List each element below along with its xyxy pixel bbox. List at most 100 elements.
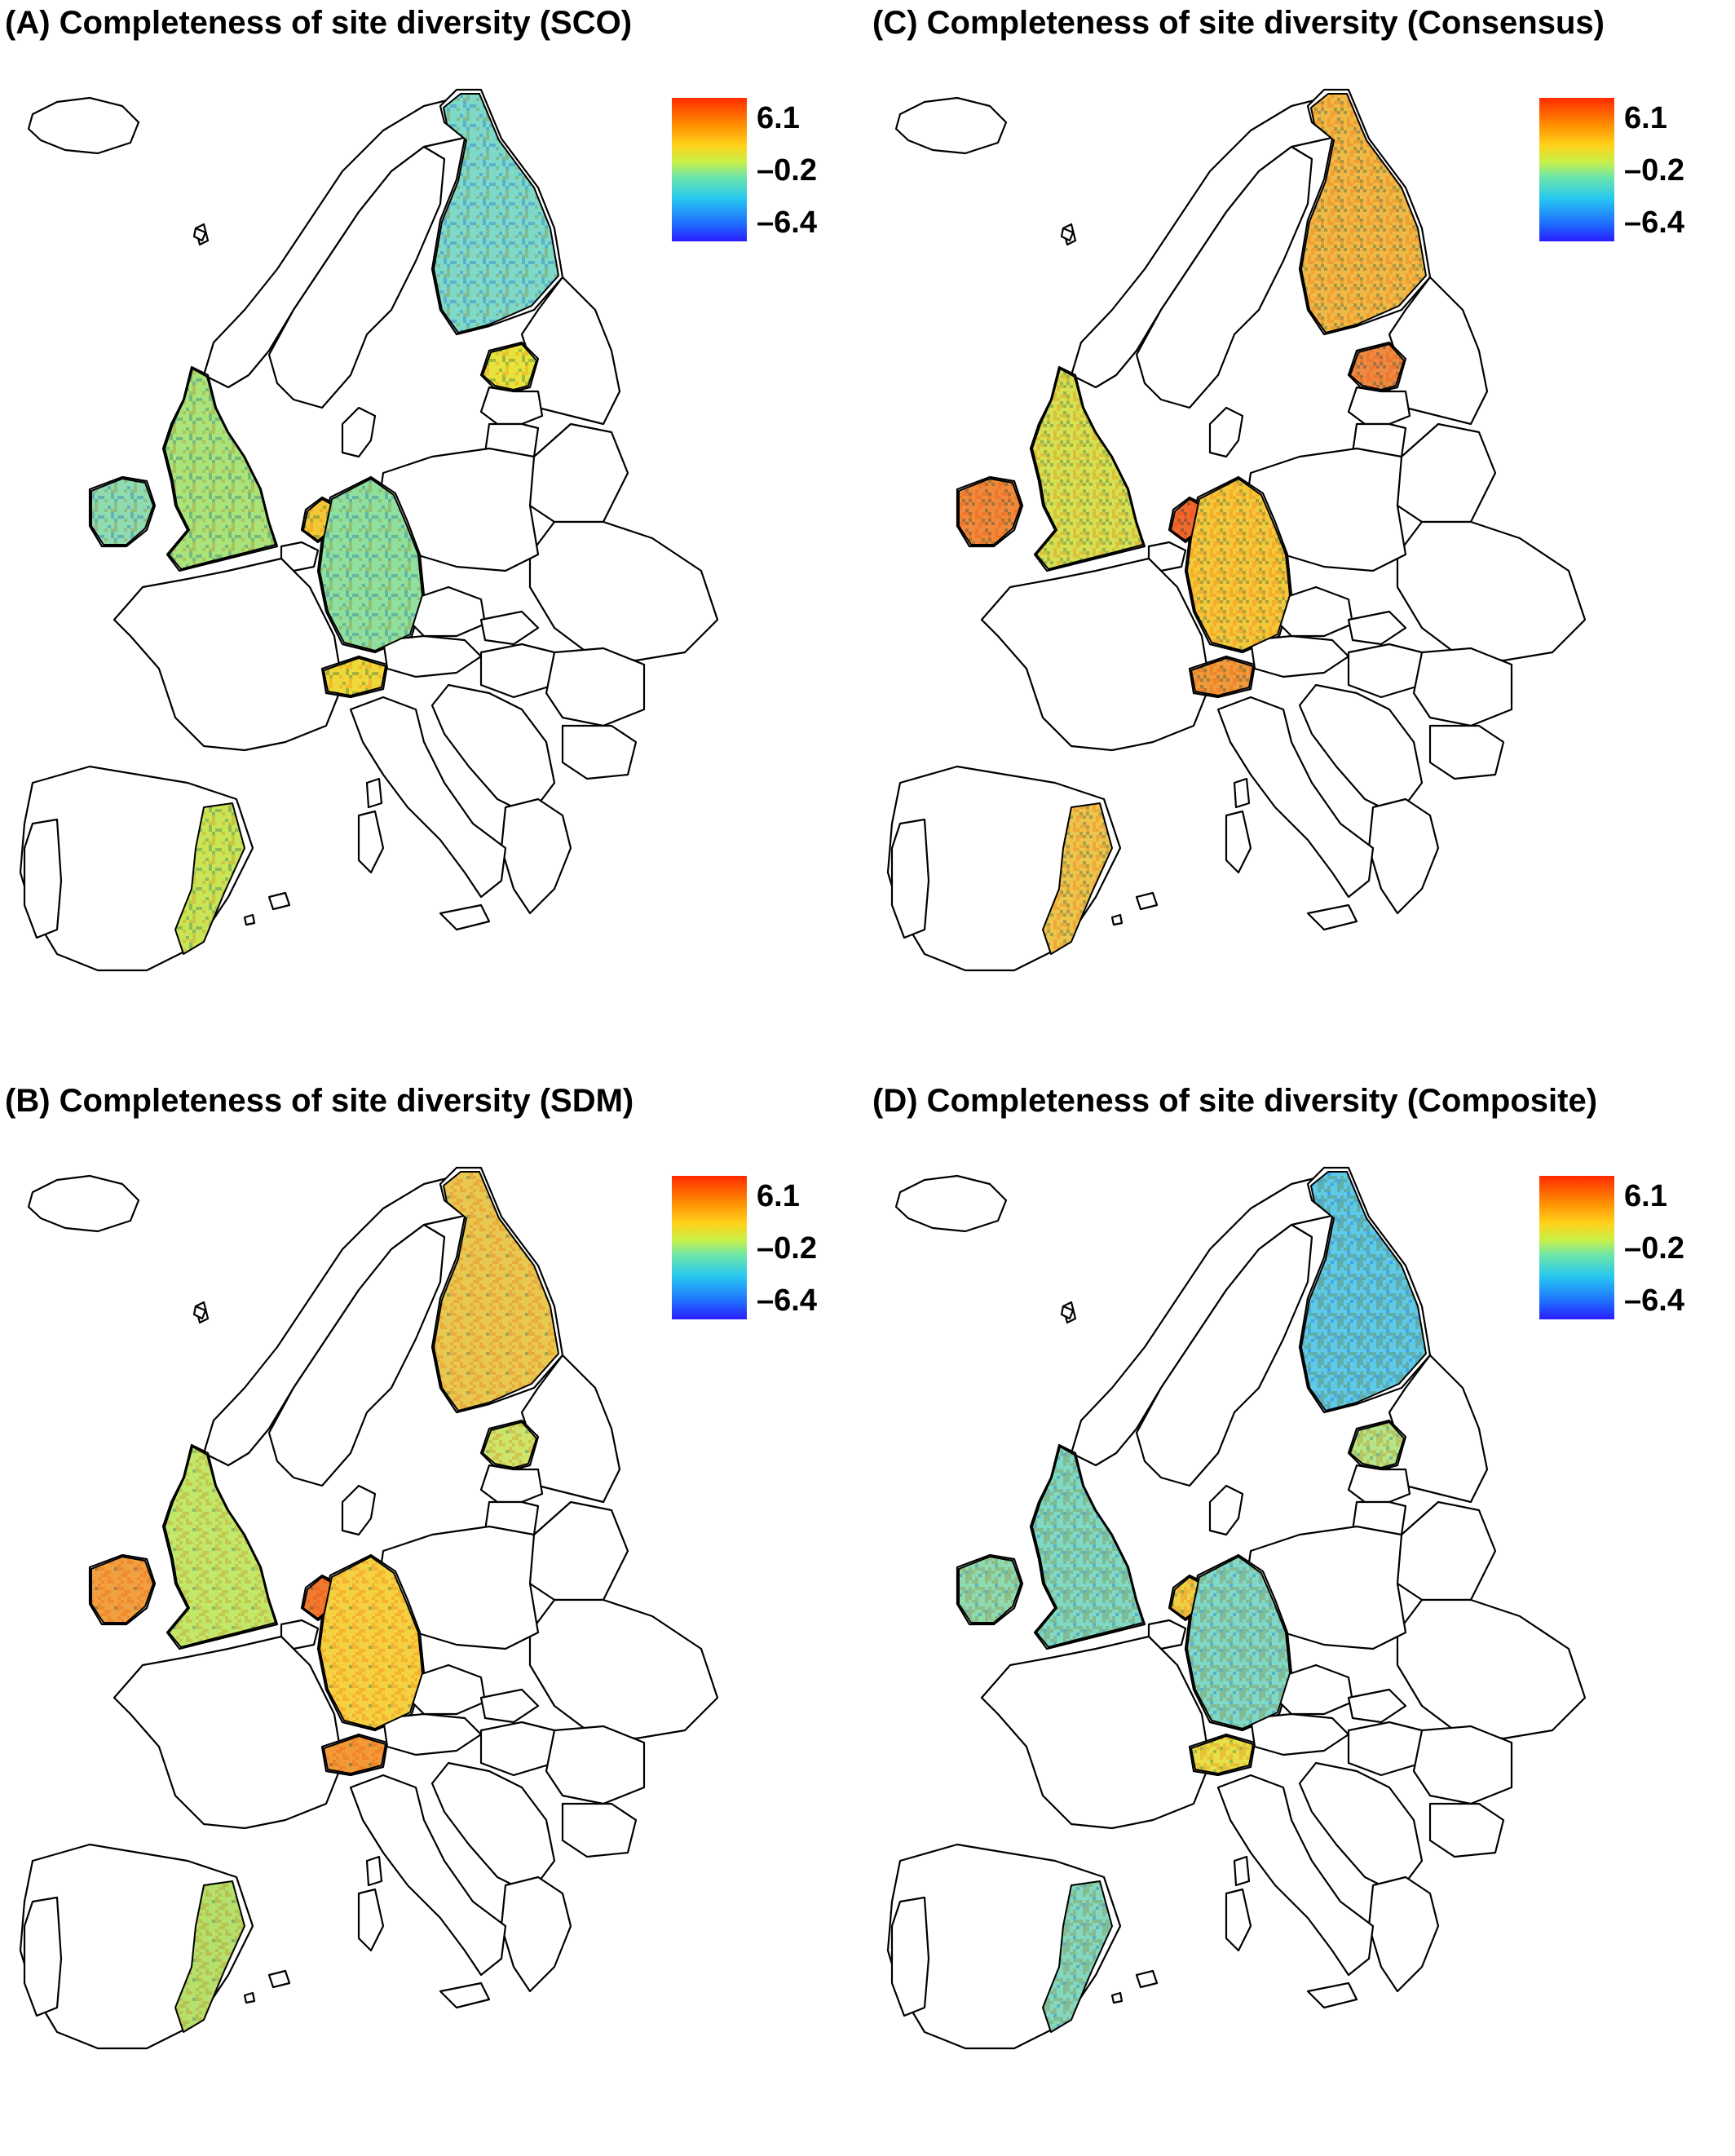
country-outline-balearic2 [1110,1991,1124,2004]
country-outline-austria [382,1712,483,1756]
country-outline-greece [1367,797,1440,915]
country-outline-slovakia [1347,610,1407,646]
legend-max-label: 6.1 [757,1179,800,1213]
legend-min-label: –6.4 [1624,205,1684,240]
country-outline-romania [1412,1725,1513,1805]
region-texture-ireland [91,1557,153,1623]
country-outline-austria [1249,1712,1350,1756]
panel-consensus: (C) Completeness of site diversity (Cons… [868,0,1735,1078]
region-texture-switzerland [324,658,386,696]
country-outline-iceland [894,1174,1008,1233]
country-outline-ukraine [1396,1598,1587,1740]
country-outline-corsica [365,1855,383,1887]
legend-color-bar [672,1176,747,1319]
region-texture-estonia [483,344,536,390]
country-outline-sweden [267,1223,446,1487]
country-outline-corsica [1233,1855,1251,1887]
panel-sco: (A) Completeness of site diversity (SCO)… [0,0,868,1078]
region-texture-estonia [1350,344,1404,390]
country-outline-belarus [520,1500,629,1602]
panel-sdm: (B) Completeness of site diversity (SDM)… [0,1078,868,2156]
country-outline-iceland [27,1174,140,1233]
country-outline-italy [349,696,507,899]
country-outline-sweden [1135,145,1313,409]
europe-map [19,1166,719,2050]
country-outline-france [113,1635,344,1830]
country-outline-latvia [1347,1464,1411,1504]
country-outline-iceland [894,96,1008,155]
country-outline-bulgaria [1428,724,1505,780]
region-texture-finland [1301,1172,1426,1411]
panel-title: (B) Completeness of site diversity (SDM) [5,1083,634,1119]
color-legend: 6.1 –0.2 –6.4 [672,98,851,245]
country-outline-corsica [1233,777,1251,809]
country-outline-faroe [192,1305,207,1320]
country-outline-balearic1 [1135,891,1159,911]
country-outline-russia [520,276,621,426]
country-outline-ukraine [528,1598,719,1740]
country-outline-latvia [1347,386,1411,426]
country-outline-romania [1412,647,1513,727]
region-texture-germany [320,1557,422,1729]
europe-map [886,88,1587,972]
country-outline-romania [545,1725,646,1805]
country-outline-sweden [1135,1223,1313,1487]
legend-color-bar [1539,98,1614,241]
region-texture-uk [165,369,276,569]
legend-color-bar [672,98,747,241]
country-outline-balearic1 [1135,1969,1159,1989]
panel-title: (D) Completeness of site diversity (Comp… [872,1083,1598,1119]
country-outline-denmark [1208,406,1244,458]
country-outline-sardinia [357,1888,385,1952]
legend-mid-label: –0.2 [757,1231,817,1266]
country-outline-russia [1388,1354,1489,1504]
country-outline-bulgaria [561,724,638,780]
country-outline-faroe [192,227,207,242]
country-outline-hungary [1347,1721,1424,1777]
country-outline-latvia [479,1464,544,1504]
europe-map [886,1166,1587,2050]
region-texture-spain [175,1881,245,2032]
region-texture-spain [175,803,245,954]
region-texture-germany [320,479,422,651]
country-outline-czech [1278,1663,1354,1716]
country-outline-portugal [23,1896,63,2017]
color-legend: 6.1 –0.2 –6.4 [1539,98,1719,245]
country-outline-slovakia [1347,1688,1407,1724]
panel-composite: (D) Completeness of site diversity (Comp… [868,1078,1735,2156]
country-outline-portugal [890,1896,930,2017]
country-outline-russia [1388,276,1489,426]
region-texture-spain [1043,803,1112,954]
country-outline-corsica [365,777,383,809]
legend-min-label: –6.4 [757,1283,817,1318]
region-texture-switzerland [324,1736,386,1774]
country-outline-greece [500,797,572,915]
country-outline-slovakia [479,1688,540,1724]
country-outline-czech [410,1663,487,1716]
country-outline-balearic2 [243,913,256,926]
legend-max-label: 6.1 [1624,101,1667,135]
country-outline-france [113,557,344,752]
region-texture-finland [434,94,558,333]
country-outline-hungary [1347,643,1424,699]
country-outline-france [980,1635,1212,1830]
region-texture-germany [1187,479,1290,651]
country-outline-sicily [1306,1981,1358,2009]
country-outline-austria [382,634,483,678]
region-texture-spain [1043,1881,1112,2032]
country-outline-romania [545,647,646,727]
country-outline-bulgaria [561,1802,638,1858]
country-outline-sardinia [1225,1888,1252,1952]
country-outline-austria [1249,634,1350,678]
legend-min-label: –6.4 [757,205,817,240]
country-outline-belarus [1388,1500,1497,1602]
region-texture-ireland [959,1557,1021,1623]
country-outline-bulgaria [1428,1802,1505,1858]
country-outline-latvia [479,386,544,426]
legend-mid-label: –0.2 [1624,153,1684,188]
country-outline-france [980,557,1212,752]
country-outline-iceland [27,96,140,155]
country-outline-hungary [479,643,556,699]
legend-mid-label: –0.2 [1624,1231,1684,1266]
country-outline-sardinia [1225,810,1252,874]
